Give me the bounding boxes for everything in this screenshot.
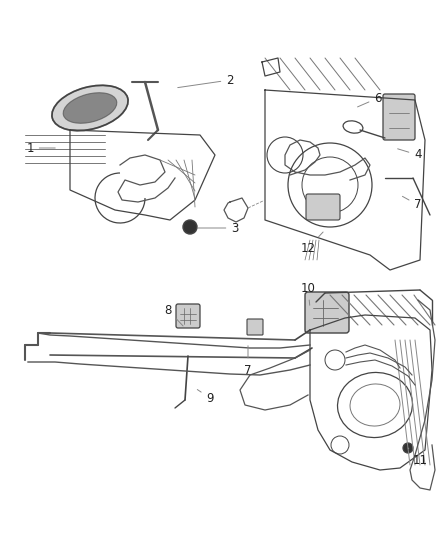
Text: 1: 1	[26, 141, 55, 155]
Text: 7: 7	[244, 346, 252, 376]
Text: 10: 10	[300, 281, 315, 305]
Text: 12: 12	[300, 232, 323, 254]
Text: 2: 2	[178, 74, 234, 87]
Text: 3: 3	[198, 222, 239, 235]
FancyBboxPatch shape	[176, 304, 200, 328]
Circle shape	[403, 443, 413, 453]
FancyBboxPatch shape	[383, 94, 415, 140]
Text: 8: 8	[164, 303, 183, 326]
Text: 6: 6	[357, 92, 382, 107]
Text: 11: 11	[408, 448, 427, 466]
FancyBboxPatch shape	[305, 292, 349, 333]
Ellipse shape	[63, 93, 117, 123]
FancyBboxPatch shape	[247, 319, 263, 335]
Text: 4: 4	[398, 149, 422, 161]
Text: 7: 7	[403, 196, 422, 212]
Circle shape	[183, 220, 197, 234]
FancyBboxPatch shape	[306, 194, 340, 220]
Text: 9: 9	[197, 390, 214, 405]
Ellipse shape	[52, 85, 128, 131]
